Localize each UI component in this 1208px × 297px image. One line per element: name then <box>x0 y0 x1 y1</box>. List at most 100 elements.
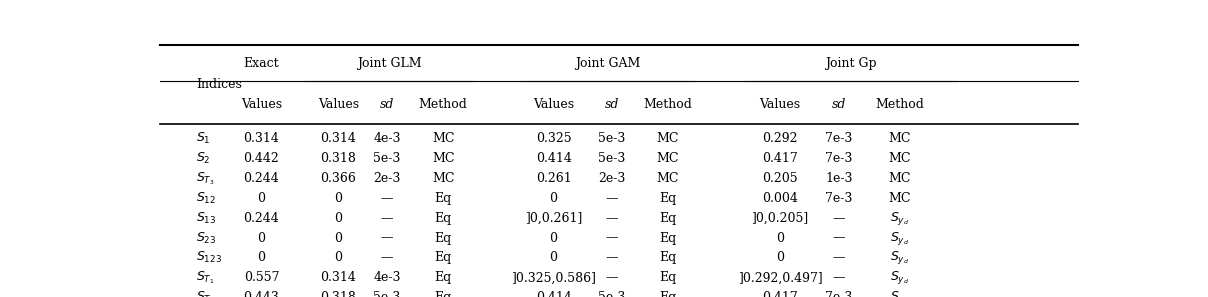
Text: Eq: Eq <box>660 212 676 225</box>
Text: $S_{y_d}$: $S_{y_d}$ <box>890 210 910 227</box>
Text: —: — <box>605 212 617 225</box>
Text: 0.557: 0.557 <box>244 271 279 284</box>
Text: Eq: Eq <box>435 232 452 244</box>
Text: 0.314: 0.314 <box>320 132 356 145</box>
Text: 0.205: 0.205 <box>762 172 798 185</box>
Text: —: — <box>605 252 617 264</box>
Text: 0.443: 0.443 <box>244 291 279 297</box>
Text: sd: sd <box>832 98 847 111</box>
Text: MC: MC <box>431 152 454 165</box>
Text: MC: MC <box>889 192 911 205</box>
Text: 7e-3: 7e-3 <box>825 152 853 165</box>
Text: Eq: Eq <box>660 232 676 244</box>
Text: 4e-3: 4e-3 <box>373 271 401 284</box>
Text: 0: 0 <box>776 232 784 244</box>
Text: Values: Values <box>533 98 574 111</box>
Text: 0.314: 0.314 <box>320 271 356 284</box>
Text: 5e-3: 5e-3 <box>598 291 626 297</box>
Text: 0.244: 0.244 <box>244 212 279 225</box>
Text: $S_2$: $S_2$ <box>196 151 210 166</box>
Text: —: — <box>832 232 846 244</box>
Text: 0.314: 0.314 <box>244 132 279 145</box>
Text: Indices: Indices <box>196 78 242 91</box>
Text: sd: sd <box>604 98 618 111</box>
Text: 0.417: 0.417 <box>762 152 798 165</box>
Text: sd: sd <box>379 98 394 111</box>
Text: 0.318: 0.318 <box>320 291 356 297</box>
Text: —: — <box>381 192 393 205</box>
Text: $S_{123}$: $S_{123}$ <box>196 250 222 266</box>
Text: 0: 0 <box>550 252 558 264</box>
Text: 1e-3: 1e-3 <box>825 172 853 185</box>
Text: Eq: Eq <box>660 192 676 205</box>
Text: $S_{23}$: $S_{23}$ <box>196 230 216 246</box>
Text: 0: 0 <box>257 232 266 244</box>
Text: 7e-3: 7e-3 <box>825 132 853 145</box>
Text: 0: 0 <box>335 232 342 244</box>
Text: Method: Method <box>419 98 467 111</box>
Text: MC: MC <box>656 172 679 185</box>
Text: 2e-3: 2e-3 <box>373 172 401 185</box>
Text: ]0.292,0.497]: ]0.292,0.497] <box>738 271 823 284</box>
Text: Eq: Eq <box>435 271 452 284</box>
Text: —: — <box>381 212 393 225</box>
Text: 0.414: 0.414 <box>535 152 571 165</box>
Text: $S_{T_2}$: $S_{T_2}$ <box>196 290 215 297</box>
Text: —: — <box>832 271 846 284</box>
Text: 0.442: 0.442 <box>244 152 279 165</box>
Text: 0.366: 0.366 <box>320 172 356 185</box>
Text: —: — <box>605 271 617 284</box>
Text: 2e-3: 2e-3 <box>598 172 626 185</box>
Text: ]0,0.261]: ]0,0.261] <box>525 212 582 225</box>
Text: ]0.325,0.586]: ]0.325,0.586] <box>511 271 596 284</box>
Text: 0: 0 <box>257 192 266 205</box>
Text: Eq: Eq <box>660 271 676 284</box>
Text: MC: MC <box>431 172 454 185</box>
Text: Method: Method <box>876 98 924 111</box>
Text: Joint GLM: Joint GLM <box>358 57 422 69</box>
Text: 4e-3: 4e-3 <box>373 132 401 145</box>
Text: 0: 0 <box>550 192 558 205</box>
Text: 0: 0 <box>550 232 558 244</box>
Text: 0.244: 0.244 <box>244 172 279 185</box>
Text: MC: MC <box>431 132 454 145</box>
Text: 0.325: 0.325 <box>536 132 571 145</box>
Text: Eq: Eq <box>435 252 452 264</box>
Text: 0: 0 <box>257 252 266 264</box>
Text: $S_{y_d}$: $S_{y_d}$ <box>890 249 910 266</box>
Text: —: — <box>832 252 846 264</box>
Text: 0.318: 0.318 <box>320 152 356 165</box>
Text: Method: Method <box>644 98 692 111</box>
Text: 0.292: 0.292 <box>762 132 797 145</box>
Text: —: — <box>605 232 617 244</box>
Text: —: — <box>605 192 617 205</box>
Text: 0.004: 0.004 <box>762 192 798 205</box>
Text: $S_{T_3}$: $S_{T_3}$ <box>196 170 215 187</box>
Text: $S_{T_1}$: $S_{T_1}$ <box>196 270 215 286</box>
Text: Eq: Eq <box>435 212 452 225</box>
Text: Eq: Eq <box>660 291 676 297</box>
Text: 5e-3: 5e-3 <box>373 152 401 165</box>
Text: Values: Values <box>318 98 359 111</box>
Text: 0: 0 <box>335 252 342 264</box>
Text: Eq: Eq <box>660 252 676 264</box>
Text: $S_{13}$: $S_{13}$ <box>196 211 216 226</box>
Text: 0: 0 <box>335 212 342 225</box>
Text: ]0,0.205]: ]0,0.205] <box>751 212 808 225</box>
Text: 0.261: 0.261 <box>535 172 571 185</box>
Text: Eq: Eq <box>435 192 452 205</box>
Text: $S_{y_d}$: $S_{y_d}$ <box>890 230 910 247</box>
Text: 5e-3: 5e-3 <box>373 291 401 297</box>
Text: Values: Values <box>760 98 801 111</box>
Text: MC: MC <box>656 152 679 165</box>
Text: 5e-3: 5e-3 <box>598 132 626 145</box>
Text: Eq: Eq <box>435 291 452 297</box>
Text: MC: MC <box>889 132 911 145</box>
Text: —: — <box>832 212 846 225</box>
Text: $S_{y_d}$: $S_{y_d}$ <box>890 289 910 297</box>
Text: Values: Values <box>240 98 281 111</box>
Text: MC: MC <box>889 152 911 165</box>
Text: MC: MC <box>889 172 911 185</box>
Text: 0: 0 <box>776 252 784 264</box>
Text: $S_1$: $S_1$ <box>196 131 210 146</box>
